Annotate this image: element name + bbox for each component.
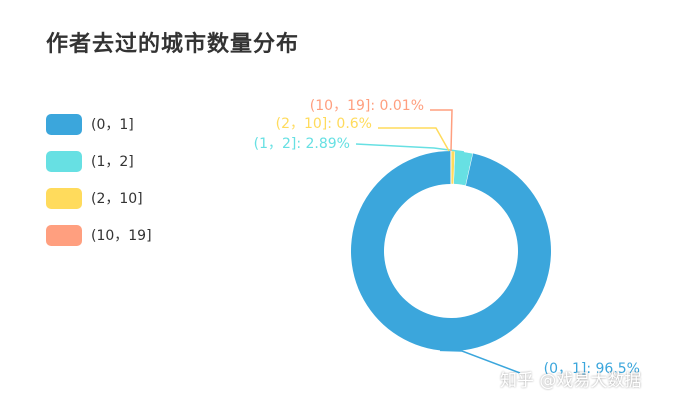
legend-swatch-1-2 [46,150,82,172]
legend-item-2-10[interactable]: (2，10] [46,186,152,210]
data-label-1: (1，2]: 2.89% [254,136,350,152]
legend-label-1-2: (1，2] [91,154,134,170]
label-leader-line-2 [378,127,450,152]
legend-swatch-2-10 [46,187,82,209]
data-label-0: (0，1]: 96.5% [544,361,640,377]
chart-title: 作者去过的城市数量分布 [46,32,300,57]
label-leader-line-0 [440,349,521,374]
legend-item-0-1[interactable]: (0，1] [46,112,152,136]
legend: (0，1] (1，2] (2，10] (10，19] [46,112,152,260]
label-leader-line-1 [355,143,464,153]
label-leader-line-3 [430,109,453,152]
legend-swatch-0-1 [46,113,82,135]
donut-slice-0[interactable] [350,151,551,351]
legend-label-0-1: (0，1] [91,117,134,133]
legend-label-10-19: (10，19] [91,228,152,244]
legend-label-2-10: (2，10] [91,191,143,207]
legend-item-1-2[interactable]: (1，2] [46,149,152,173]
legend-swatch-10-19 [46,224,82,246]
watermark-text: 知乎 @戏易大数据 [500,371,642,391]
data-label-2: (2，10]: 0.6% [276,116,372,132]
legend-item-10-19[interactable]: (10，19] [46,223,152,247]
data-label-3: (10，19]: 0.01% [310,98,424,114]
